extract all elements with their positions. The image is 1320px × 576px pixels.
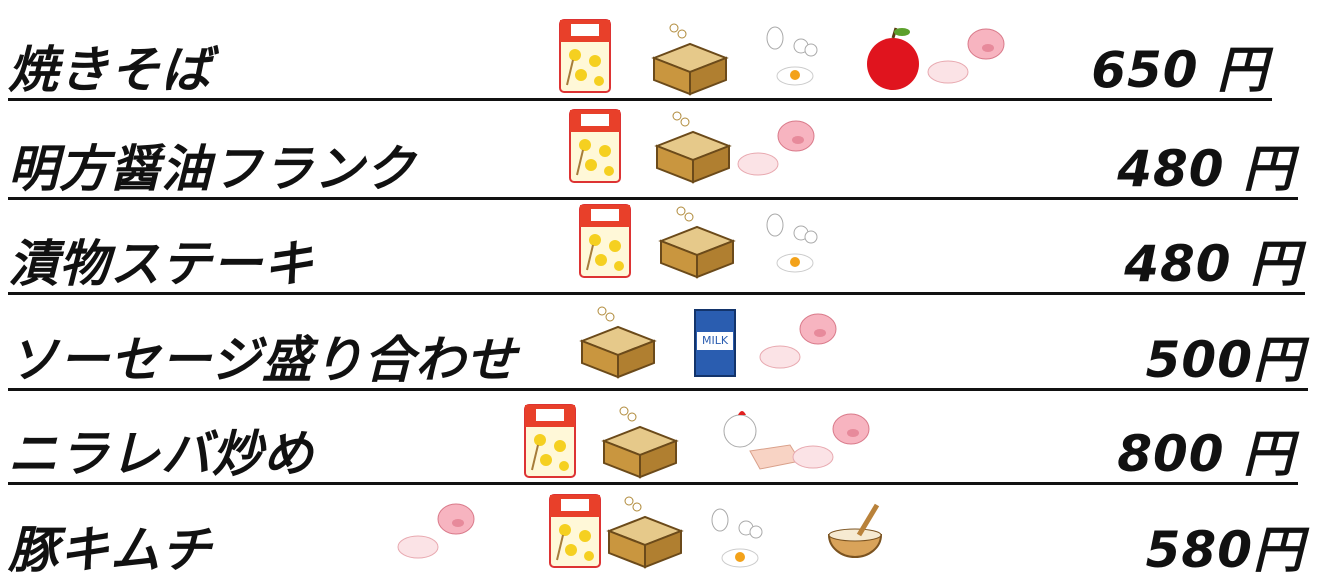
soy-icon: [608, 496, 682, 568]
bowl-icon: [829, 505, 881, 557]
flour-icon: [549, 494, 601, 568]
item-price: 650 円: [1091, 41, 1268, 99]
item-price: 800 円: [1117, 425, 1294, 483]
menu-row: 明方醤油フランク 480 円: [8, 105, 1298, 200]
apple-icon: [865, 26, 921, 92]
flour-icon: [569, 109, 621, 183]
flour-icon: [524, 404, 576, 478]
soy-icon: [581, 306, 655, 378]
menu-row: 漬物ステーキ 480 円: [8, 200, 1305, 295]
item-name: 明方醤油フランク: [8, 140, 416, 198]
item-name: 豚キムチ: [8, 521, 212, 576]
soy-icon: [656, 111, 730, 183]
menu-row: ニラレバ炒め 800 円: [8, 390, 1298, 485]
item-price: 500円: [1145, 331, 1304, 389]
pork-icon: [737, 120, 815, 176]
menu-row: ソーセージ盛り合わせ 500円: [8, 296, 1308, 391]
menu-row: 焼きそば 650 円: [8, 6, 1272, 101]
flour-icon: [559, 19, 611, 93]
pork-icon: [792, 413, 870, 469]
menu-row: 豚キムチ 580円: [8, 486, 1308, 576]
item-name: ニラレバ炒め: [8, 425, 314, 483]
pork-icon: [397, 503, 475, 559]
item-price: 480 円: [1124, 235, 1301, 293]
item-name: ソーセージ盛り合わせ: [8, 331, 517, 389]
soy-icon: [660, 206, 734, 278]
item-name: 焼きそば: [8, 41, 212, 99]
pork-icon: [927, 28, 1005, 84]
flour-icon: [579, 204, 631, 278]
egg-icon: [711, 508, 763, 568]
item-price: 580円: [1145, 521, 1304, 576]
egg-icon: [766, 26, 818, 86]
chicken-icon: [723, 410, 801, 470]
milk-icon: [694, 309, 736, 377]
item-price: 480 円: [1117, 140, 1294, 198]
soy-icon: [603, 406, 677, 478]
item-name: 漬物ステーキ: [8, 235, 314, 293]
egg-icon: [766, 213, 818, 273]
pork-icon: [759, 313, 837, 369]
soy-icon: [653, 23, 727, 95]
